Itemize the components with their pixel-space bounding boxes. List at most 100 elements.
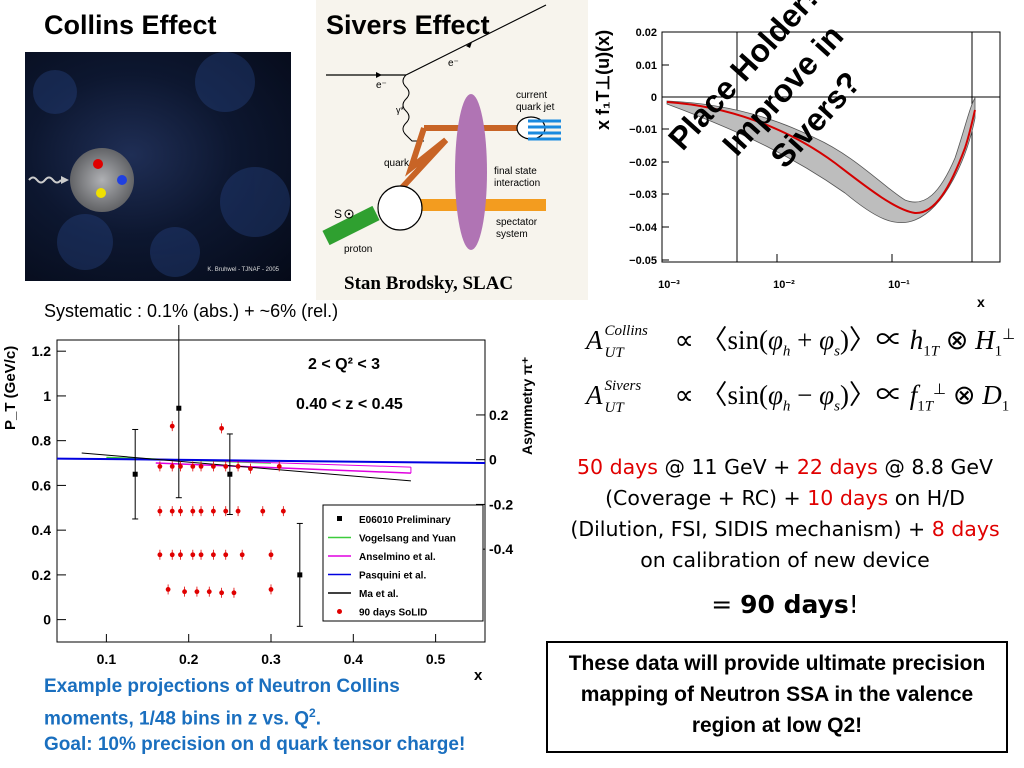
sivers-ytick-0: 0.02 <box>636 27 657 39</box>
x-tick-label: 0.4 <box>344 651 364 667</box>
solid-point <box>276 463 282 469</box>
sivers-equation: A Sivers UT ∝ 〈sin(φh − φs)〉∝ f1T⊥ ⊗ D1 <box>586 378 1010 416</box>
solid-point <box>198 508 204 514</box>
solid-point <box>206 589 212 595</box>
solid-point <box>239 552 245 558</box>
y2-axis-label: Asymmetry π⁺ <box>519 357 535 455</box>
curve-anselmino-et-al- <box>155 462 411 474</box>
solid-point <box>182 589 187 595</box>
solid-point <box>190 508 196 514</box>
label-e-out: e⁻ <box>448 58 459 69</box>
y-tick-label: 0.8 <box>32 433 52 449</box>
legend-label: Ma et al. <box>359 589 399 600</box>
systematic-text: Systematic : 0.1% (abs.) + ~6% (rel.) <box>44 301 339 321</box>
solid-point <box>235 508 241 514</box>
conclusion-box: These data will provide ultimate precisi… <box>546 641 1008 753</box>
x-tick-label: 0.2 <box>179 651 199 667</box>
photon-wave <box>28 176 62 184</box>
nucleon-icon <box>70 148 134 212</box>
curve-pasquini-et-al- <box>56 457 486 465</box>
solid-point <box>194 589 200 595</box>
label-e-in: e⁻ <box>376 80 387 91</box>
solid-point <box>169 552 175 558</box>
solid-point <box>260 508 266 514</box>
collins-title: Collins Effect <box>44 10 217 40</box>
solid-point <box>178 463 183 469</box>
solid-point <box>198 552 204 558</box>
y-tick-label: 1.2 <box>32 343 52 359</box>
sivers-band <box>666 96 976 224</box>
x-tick-label: 0.1 <box>97 651 117 667</box>
collins-image: K. Bruhwel - TJNAF - 2005 <box>25 52 291 281</box>
solid-point <box>223 508 229 514</box>
sivers-title: Sivers Effect <box>326 10 490 40</box>
x-tick-label: 0.5 <box>426 651 446 667</box>
solid-point <box>157 552 163 558</box>
y2-tick-label: 0.2 <box>489 407 509 423</box>
solid-point <box>219 590 225 596</box>
solid-point <box>169 463 175 469</box>
solid-point <box>165 587 171 592</box>
e06010-point <box>297 572 303 578</box>
sivers-xtick-0: 10⁻³ <box>658 279 680 291</box>
projection-chart: P_T (GeV/c) Asymmetry π⁺ x 2 < Q² < 3 0.… <box>0 318 540 685</box>
solid-point <box>210 508 216 514</box>
annotation-q2: 2 < Q² < 3 <box>308 356 380 373</box>
solid-point <box>178 552 183 558</box>
sivers-curve <box>666 101 976 215</box>
legend-label: E06010 Preliminary <box>359 515 451 526</box>
solid-point <box>219 425 225 431</box>
solid-point <box>268 587 274 592</box>
solid-point <box>223 552 229 558</box>
sivers-ytick-1: 0.01 <box>636 60 657 72</box>
solid-point <box>198 463 204 469</box>
sivers-credit: Stan Brodsky, SLAC <box>344 273 514 294</box>
sivers-ytick-4: −0.02 <box>629 157 657 169</box>
y2-tick-label: -0.2 <box>489 496 513 512</box>
sivers-ytick-6: −0.04 <box>629 222 658 234</box>
label-current-2: quark jet <box>516 102 555 113</box>
sivers-ytick-2: 0 <box>651 92 657 104</box>
label-spectator-2: system <box>496 229 528 240</box>
y-tick-label: 0 <box>43 612 51 628</box>
sivers-ylabel: x f₁T⊥(u)(x) <box>595 30 613 130</box>
solid-point <box>231 590 237 596</box>
solid-point <box>235 463 241 469</box>
sivers-xtick-2: 10⁻¹ <box>888 279 910 291</box>
annotation-z: 0.40 < z < 0.45 <box>296 396 403 413</box>
solid-point <box>280 508 286 514</box>
label-current-1: current <box>516 90 547 101</box>
solid-point <box>210 552 216 558</box>
sivers-xtick-1: 10⁻² <box>773 279 795 291</box>
sivers-diagram: e⁻ e⁻ γ* quark current quark jet final s… <box>316 0 588 300</box>
solid-point <box>157 463 163 469</box>
legend-marker <box>337 609 342 614</box>
collins-equation: A Collins UT ∝ 〈sin(φh + φs)〉∝ h1T ⊗ H1⊥ <box>586 323 1016 361</box>
label-gamma: γ* <box>396 105 405 115</box>
solid-point <box>169 508 175 514</box>
label-spectator-1: spectator <box>496 217 538 228</box>
label-fsi-1: final state <box>494 166 537 177</box>
y-tick-label: 1 <box>43 388 51 404</box>
label-fsi-2: interaction <box>494 178 540 189</box>
solid-point <box>210 463 216 469</box>
y-axis-label: P_T (GeV/c) <box>2 346 19 430</box>
solid-point <box>223 463 229 469</box>
y2-tick-label: -0.4 <box>489 541 513 557</box>
beamtime-plan: 50 days @ 11 GeV + 22 days @ 8.8 GeV (Co… <box>570 455 1000 572</box>
legend-label: 90 days SoLID <box>359 608 427 619</box>
sivers-xlabel: x <box>977 294 985 310</box>
legend-marker <box>337 516 342 521</box>
collins-credit: K. Bruhwel - TJNAF - 2005 <box>207 267 279 273</box>
solid-point <box>248 466 253 472</box>
solid-point <box>190 463 196 469</box>
solid-point <box>157 508 163 514</box>
caption-line-2: Goal: 10% precision on d quark tensor ch… <box>44 734 466 756</box>
caption: Example projections of Neutron Collins m… <box>44 674 534 758</box>
y-tick-label: 0.4 <box>32 522 52 538</box>
e06010-point <box>227 471 233 477</box>
legend-label: Anselmino et al. <box>359 552 436 563</box>
y2-tick-label: 0 <box>489 452 497 468</box>
sivers-ytick-7: −0.05 <box>629 255 657 267</box>
legend-label: Pasquini et al. <box>359 571 426 582</box>
